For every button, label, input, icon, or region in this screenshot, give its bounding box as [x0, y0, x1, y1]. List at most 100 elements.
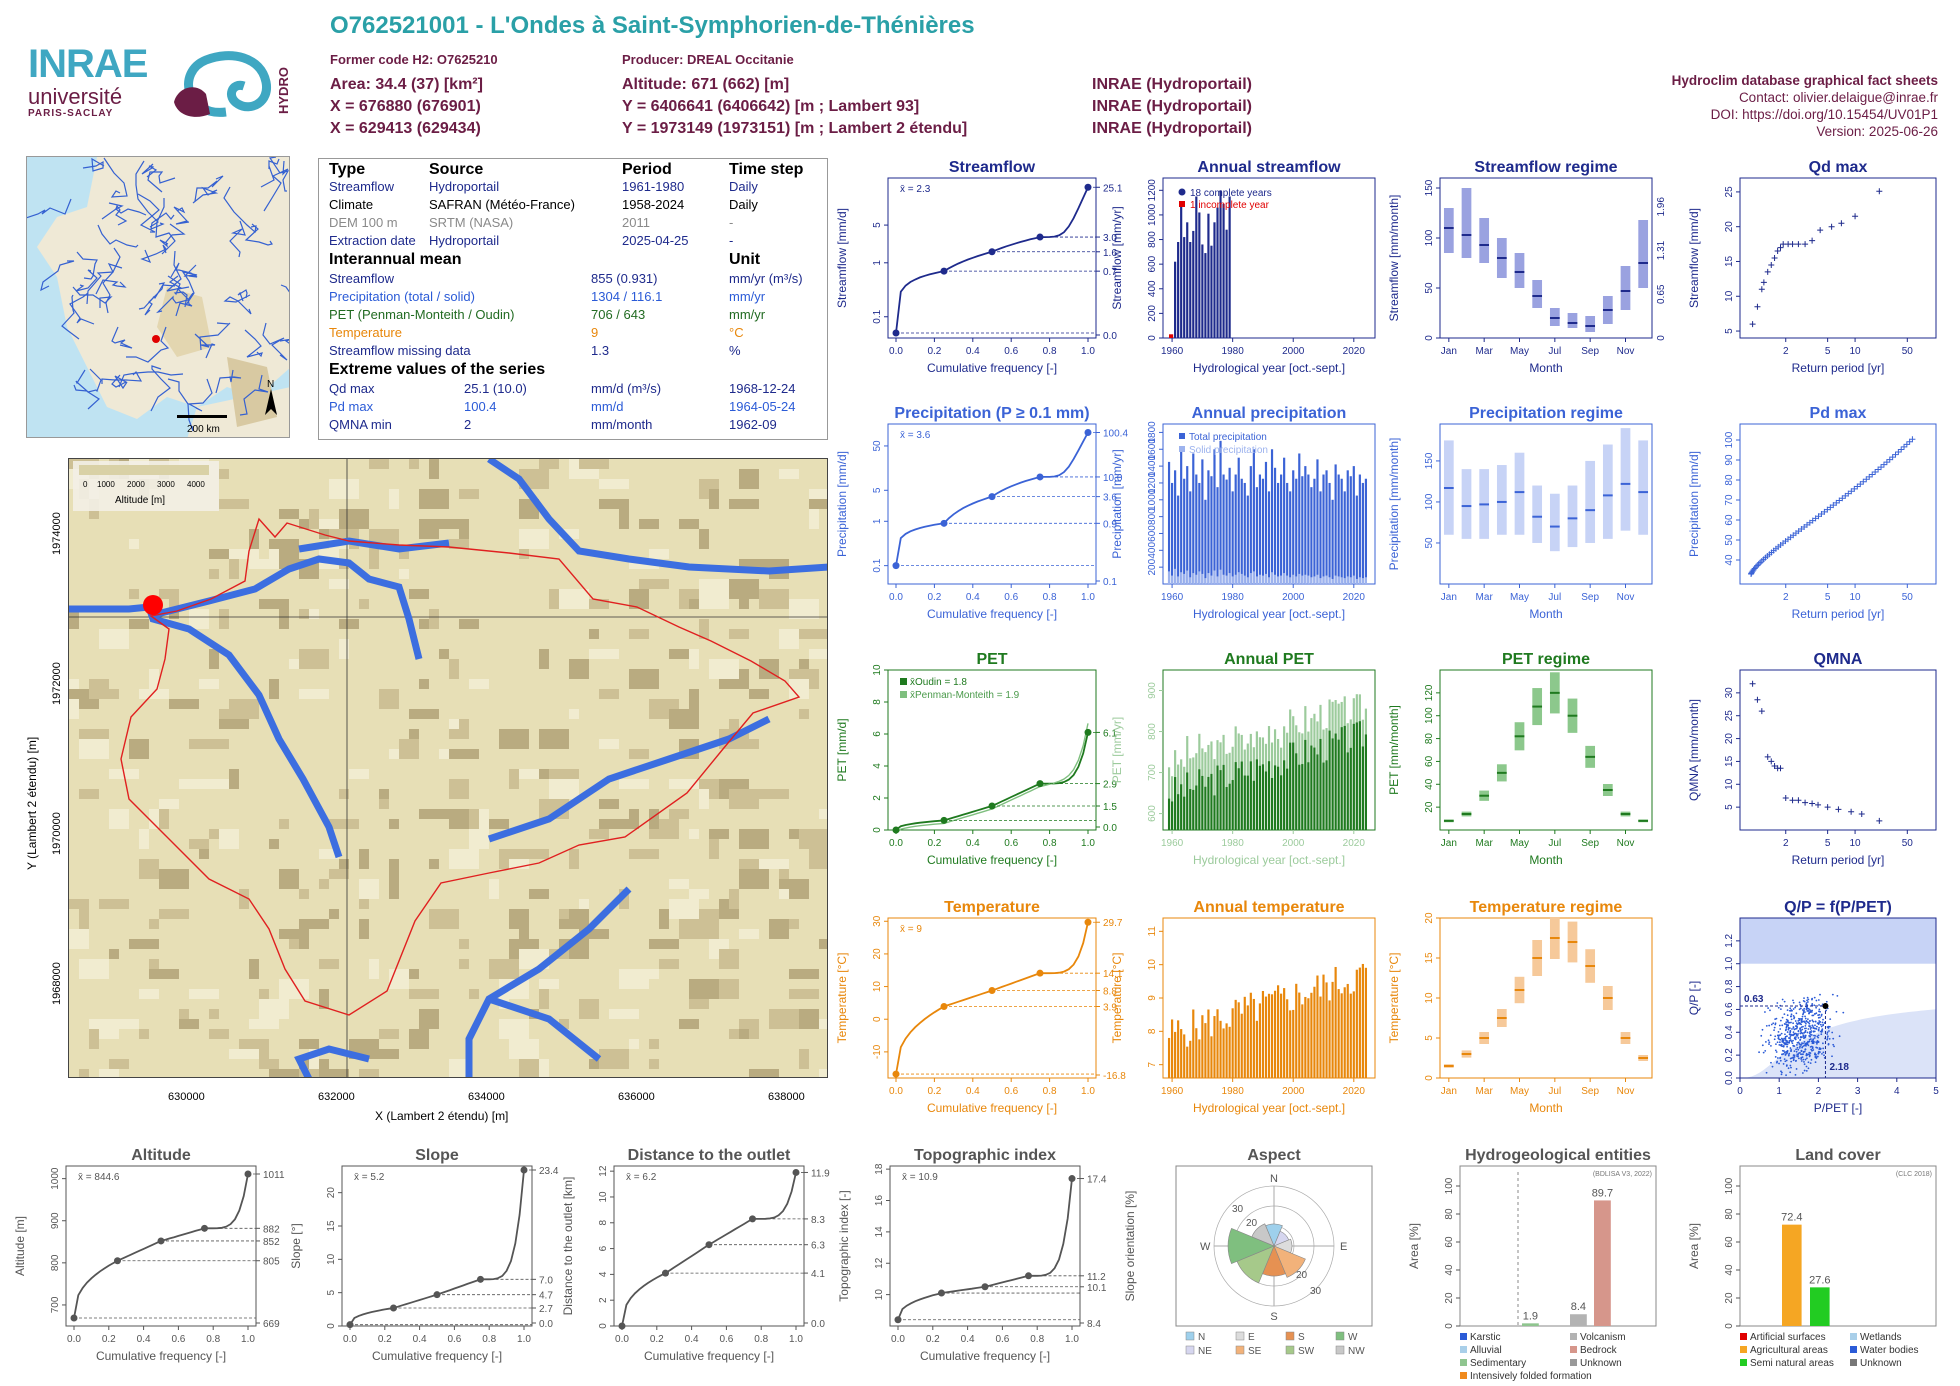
y-tick-label: 50	[1424, 537, 1435, 549]
bar-secondary	[1246, 577, 1249, 584]
budyko-point	[1794, 1073, 1797, 1076]
row-source: SRTM (NASA)	[429, 215, 514, 230]
legend-label: x̄Penman-Monteith = 1.9	[910, 690, 1020, 701]
terrain-cell	[569, 709, 579, 719]
y-tick-label: 60	[1444, 1236, 1455, 1248]
right-tick-label: 25.1	[1103, 183, 1123, 194]
x-tick-label: 0.6	[447, 1334, 461, 1345]
river-line	[75, 269, 98, 292]
right-tick-label: 0.0	[1103, 331, 1117, 342]
budyko-point	[1790, 1060, 1793, 1063]
terrain-cell	[739, 869, 769, 889]
x-tick-label: Mar	[1476, 1086, 1494, 1097]
budyko-point	[1812, 1038, 1815, 1041]
y-tick-label: 4	[872, 763, 883, 769]
y-tick-label: 10	[598, 1191, 609, 1203]
bar	[1186, 466, 1189, 584]
terrain-cell	[729, 499, 759, 509]
quantile-point	[114, 1257, 121, 1265]
legend-swatch	[1178, 188, 1186, 196]
terrain-cell	[719, 679, 749, 689]
terrain-cell	[709, 659, 739, 679]
bar-secondary	[1210, 575, 1213, 584]
contact[interactable]: Contact: olivier.delaigue@inrae.fr	[1738, 90, 1938, 105]
terrain-cell	[739, 929, 759, 939]
bar	[1201, 775, 1204, 830]
bar	[1270, 449, 1274, 584]
terrain-cell	[499, 1019, 529, 1039]
bar-secondary	[1283, 573, 1286, 584]
box	[1620, 428, 1631, 531]
doi[interactable]: DOI: https://doi.org/10.15454/UV01P1	[1710, 107, 1938, 122]
quantile-point	[201, 1224, 208, 1232]
y-tick-label: 1000	[1147, 203, 1158, 226]
bar	[1252, 998, 1255, 1078]
budyko-point	[1801, 1042, 1803, 1045]
right-tick-label: 2.9	[1103, 780, 1117, 791]
x-axis-label: Hydrological year [oct.-sept.]	[1193, 853, 1345, 867]
budyko-point	[1784, 1029, 1787, 1032]
right-tick-label: 852	[263, 1237, 280, 1248]
terrain-cell	[449, 1059, 469, 1077]
budyko-point	[1803, 1031, 1805, 1034]
legend-swatch	[1185, 1345, 1195, 1355]
x-tick-label: 2	[1816, 1086, 1822, 1097]
quantile-point	[1036, 780, 1044, 788]
bar	[1210, 245, 1213, 338]
y-axis-label: Area [%]	[1687, 1223, 1701, 1269]
chart-title: Pd max	[1810, 405, 1867, 422]
terrain-cell	[159, 809, 169, 829]
terrain-cell	[569, 659, 589, 679]
terrain-cell	[399, 739, 419, 759]
bar	[1192, 1009, 1195, 1078]
x-tick-label: Nov	[1617, 346, 1635, 357]
map-xtick: 630000	[168, 1091, 205, 1103]
y-axis-label: QMNA [mm/month]	[1687, 699, 1701, 801]
bar-secondary	[1219, 569, 1222, 584]
budyko-point	[1792, 1056, 1795, 1059]
return-point	[1836, 497, 1843, 504]
box	[1532, 280, 1543, 308]
bar	[1240, 478, 1243, 584]
budyko-point	[1802, 1035, 1805, 1038]
river-line	[262, 322, 288, 361]
bar	[1328, 1000, 1331, 1078]
ring-label: 30	[1232, 1204, 1244, 1215]
table-row: PET (Penman-Monteith / Oudin) 706 / 643 …	[329, 307, 819, 325]
x-axis-label: Cumulative frequency [-]	[927, 853, 1057, 867]
legend-swatch	[1850, 1346, 1857, 1353]
quantile-point	[244, 1170, 252, 1178]
bar	[1213, 449, 1216, 584]
terrain-cell	[509, 859, 529, 869]
chart-title: Annual streamflow	[1197, 159, 1341, 176]
budyko-point	[1801, 1056, 1804, 1059]
alt-tick-3: 3000	[157, 480, 175, 489]
budyko-point	[1810, 1030, 1813, 1032]
bar	[1231, 780, 1234, 830]
bar	[1355, 495, 1358, 584]
bar	[1198, 482, 1201, 584]
legend-label: NW	[1348, 1346, 1365, 1357]
budyko-point	[1799, 1032, 1802, 1035]
chart-title: Annual temperature	[1193, 899, 1344, 916]
bar-secondary	[1267, 577, 1271, 584]
budyko-point	[1811, 1024, 1814, 1027]
return-point	[1828, 223, 1835, 230]
map-ytick: 1974000	[51, 512, 63, 555]
bar	[1219, 1020, 1222, 1078]
map-xtick: 638000	[768, 1091, 805, 1103]
budyko-point	[1799, 1045, 1801, 1048]
bar	[1337, 739, 1340, 830]
bar	[1340, 727, 1343, 830]
bar-secondary	[1231, 576, 1234, 584]
bar	[1310, 992, 1313, 1078]
terrain-cell	[819, 1069, 827, 1077]
budyko-point	[1819, 993, 1821, 996]
chart-title: Streamflow regime	[1474, 159, 1617, 176]
mean-unit: mm/yr	[729, 289, 766, 304]
chart-frame	[1162, 177, 1376, 339]
interannual-title: Interannual mean	[329, 251, 462, 268]
budyko-point	[1805, 1065, 1808, 1068]
